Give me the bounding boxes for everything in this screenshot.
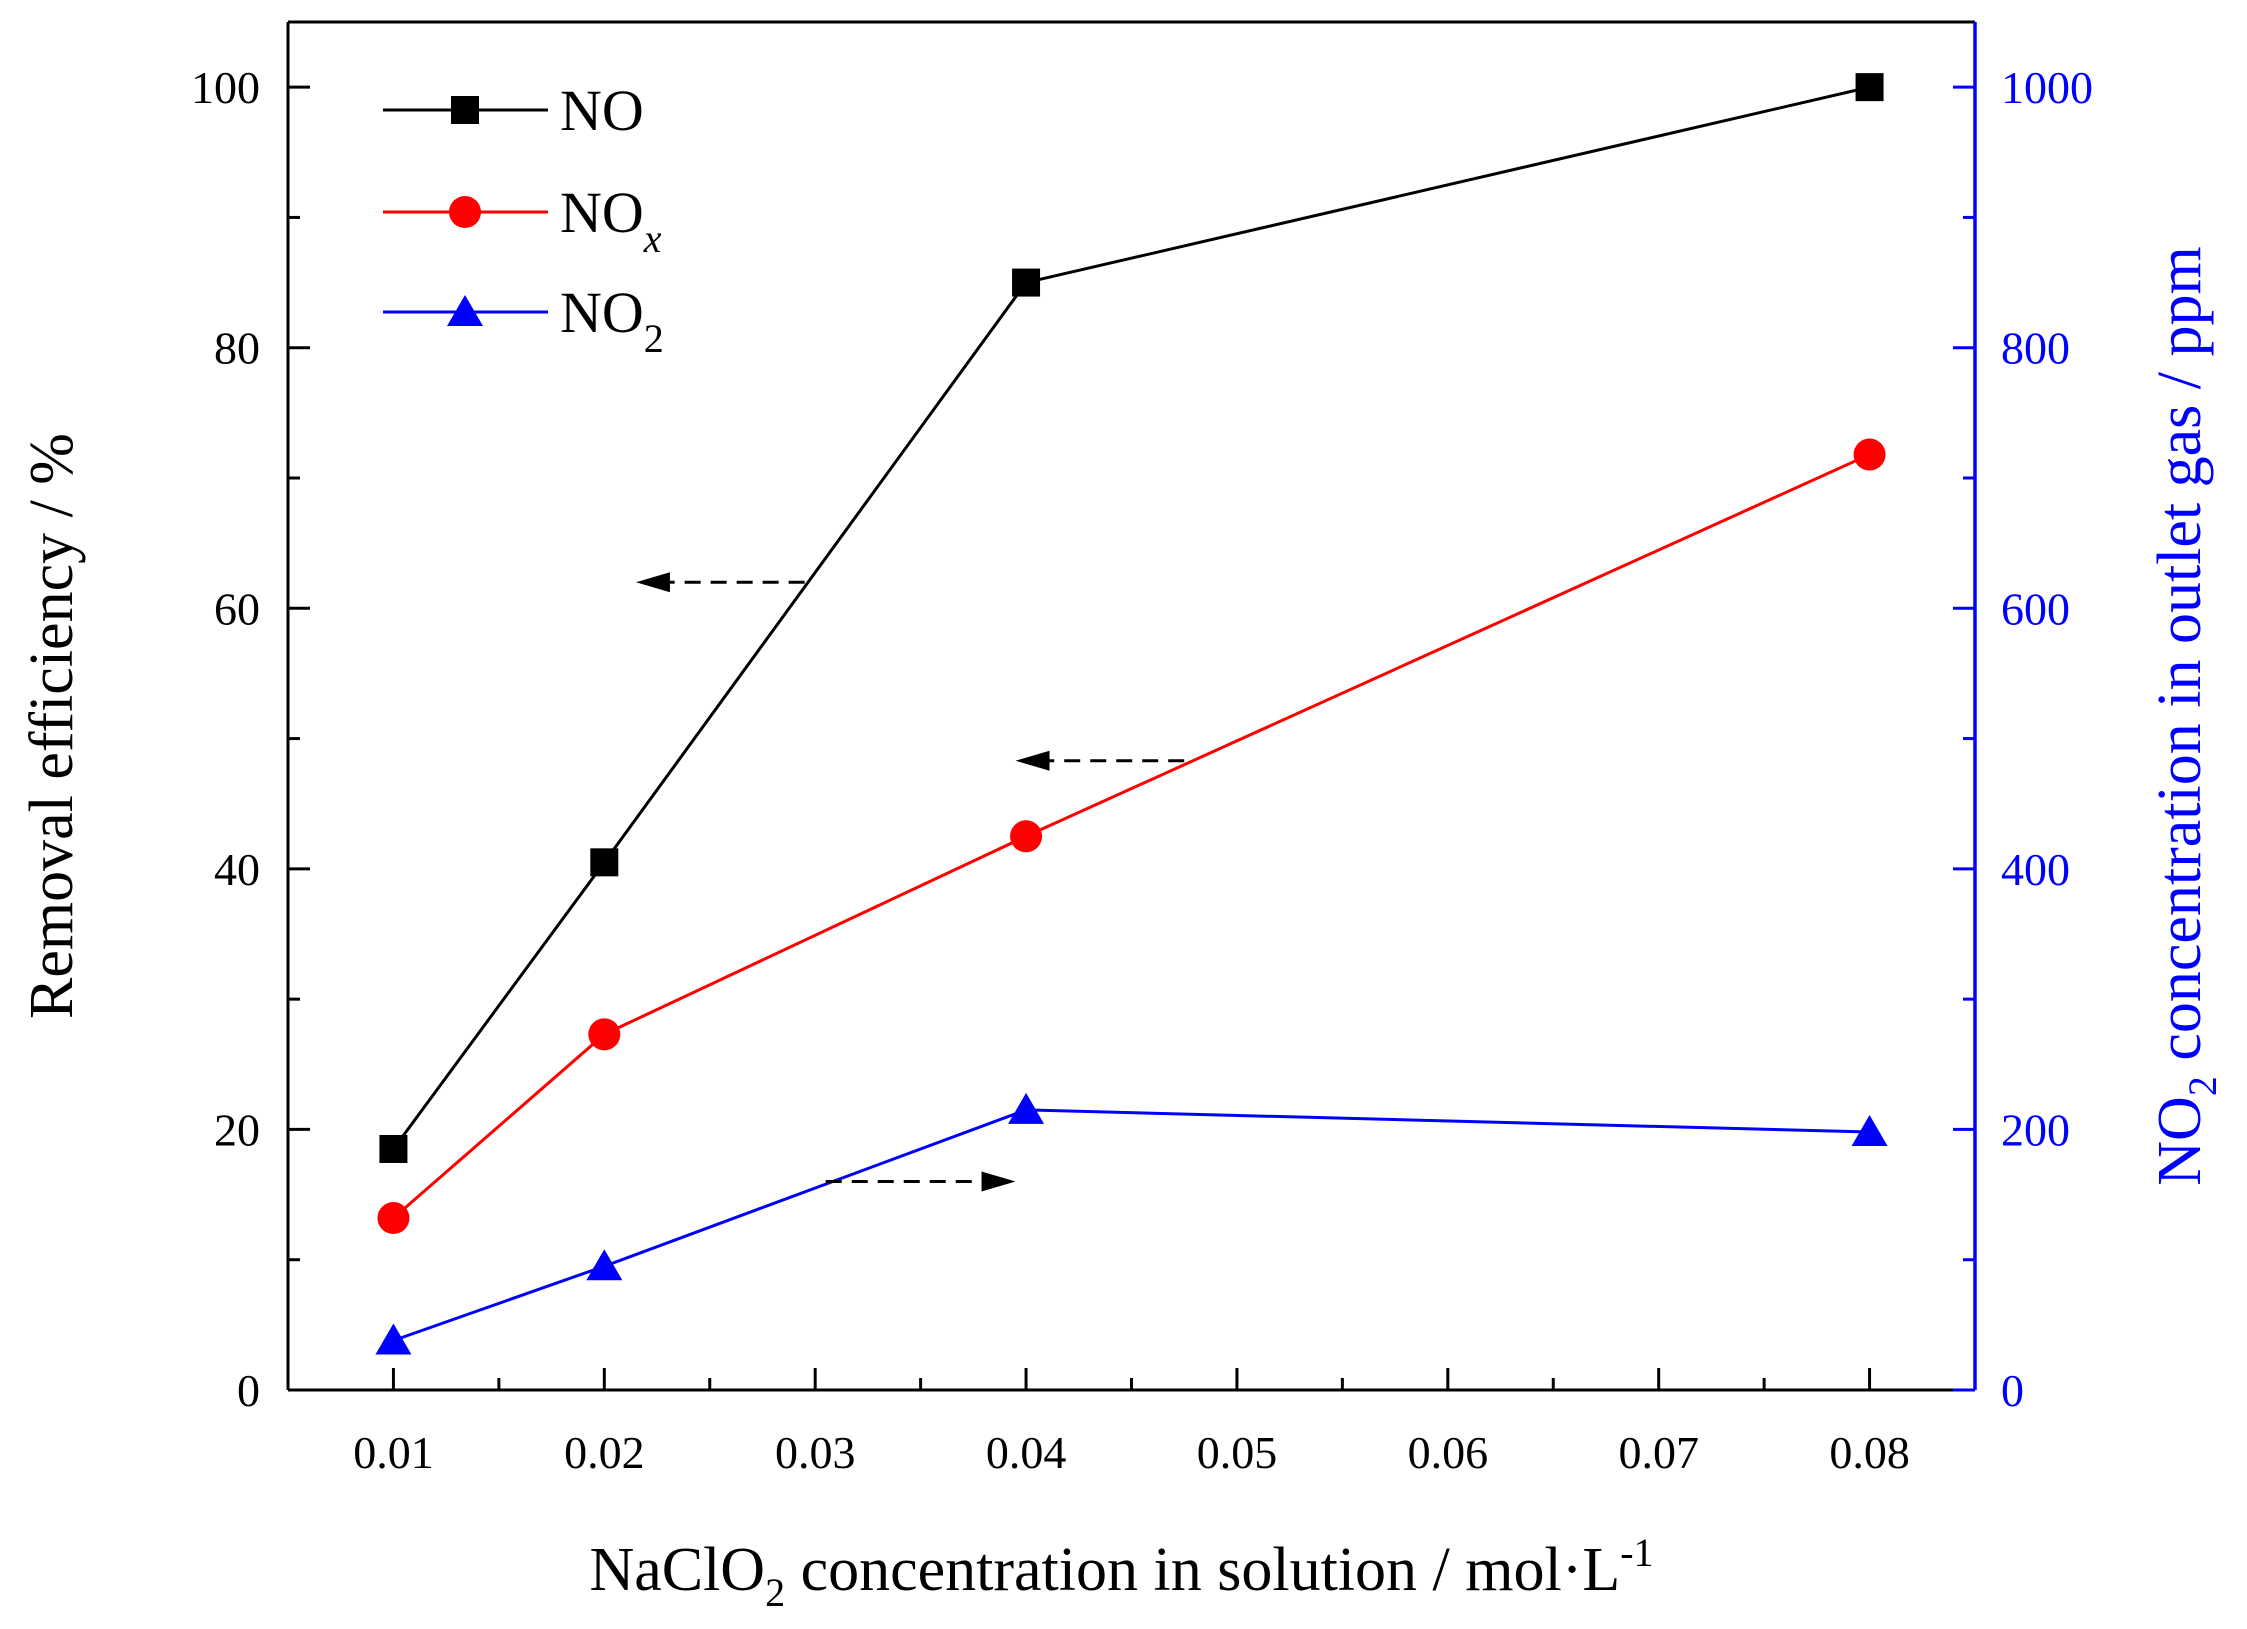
x-tick-label: 0.06 — [1408, 1427, 1489, 1478]
x-tick-label: 0.01 — [353, 1427, 434, 1478]
data-point-no2 — [1851, 1115, 1888, 1147]
legend-entry-no2: NO2 — [383, 280, 664, 361]
y-right-tick-label: 800 — [2001, 323, 2070, 374]
legend-marker — [449, 196, 481, 228]
y-left-axis-title: Removal efficiency / % — [18, 433, 86, 1019]
legend-label: NO — [560, 78, 644, 143]
arrow-left-nox — [1015, 750, 1185, 771]
data-point-no — [1012, 268, 1041, 297]
legend-label: NO2 — [560, 280, 664, 361]
arrow-left-no — [635, 572, 805, 593]
series-line-no2 — [392, 1108, 1870, 1342]
legend-marker — [447, 295, 483, 326]
y-left-tick-label: 60 — [214, 583, 260, 634]
x-tick-label: 0.03 — [775, 1427, 856, 1478]
y-left-tick-label: 20 — [214, 1104, 260, 1155]
data-point-nox — [377, 1202, 410, 1235]
data-point-no — [1855, 73, 1884, 102]
series-layer — [375, 73, 1888, 1355]
y-right-tick-label: 1000 — [2001, 62, 2093, 113]
data-point-no2 — [375, 1323, 412, 1355]
annotation-layer — [635, 572, 1185, 1192]
data-point-no2 — [1008, 1092, 1045, 1124]
x-tick-label: 0.04 — [986, 1427, 1067, 1478]
data-point-nox — [588, 1018, 621, 1051]
data-point-nox — [1853, 438, 1886, 471]
y-right-tick-label: 600 — [2001, 583, 2070, 634]
y-left-tick-label: 100 — [191, 62, 260, 113]
data-point-nox — [1010, 820, 1043, 853]
y-right-axis-title: NO2 concentration in outlet gas / ppm — [2146, 246, 2225, 1185]
legend-marker — [451, 96, 479, 124]
arrow-right-no2 — [825, 1171, 1016, 1192]
legend-entry-nox: NOx — [383, 180, 662, 261]
data-point-no — [590, 848, 619, 877]
series-line-nox — [392, 453, 1871, 1220]
x-tick-label: 0.05 — [1197, 1427, 1278, 1478]
arrow-head — [981, 1171, 1016, 1192]
x-tick-label: 0.02 — [564, 1427, 645, 1478]
arrow-head — [635, 572, 670, 593]
y-left-tick-label: 0 — [237, 1365, 260, 1416]
data-point-no2 — [586, 1249, 623, 1281]
y-right-tick-label: 400 — [2001, 844, 2070, 895]
axis-layer: 0.01 0.02 0.03 0.04 0.05 0.06 0.07 0.08 0 20 40 60 8… — [18, 62, 2225, 1615]
series-line-no — [392, 85, 1870, 1150]
legend-entry-no: NO — [383, 78, 644, 143]
y-left-tick-label: 40 — [214, 844, 260, 895]
data-point-no — [379, 1134, 408, 1163]
x-tick-label: 0.08 — [1829, 1427, 1910, 1478]
x-axis-title: NaClO2 concentration in solution / mol·L… — [589, 1530, 1653, 1615]
arrow-head — [1015, 750, 1050, 771]
y-right-tick-label: 200 — [2001, 1104, 2070, 1155]
x-tick-label: 0.07 — [1618, 1427, 1699, 1478]
y-right-tick-label: 0 — [2001, 1365, 2024, 1416]
legend-label: NOx — [560, 180, 662, 261]
legend-layer: NO NOx NO2 — [383, 78, 664, 361]
y-left-tick-label: 80 — [214, 323, 260, 374]
